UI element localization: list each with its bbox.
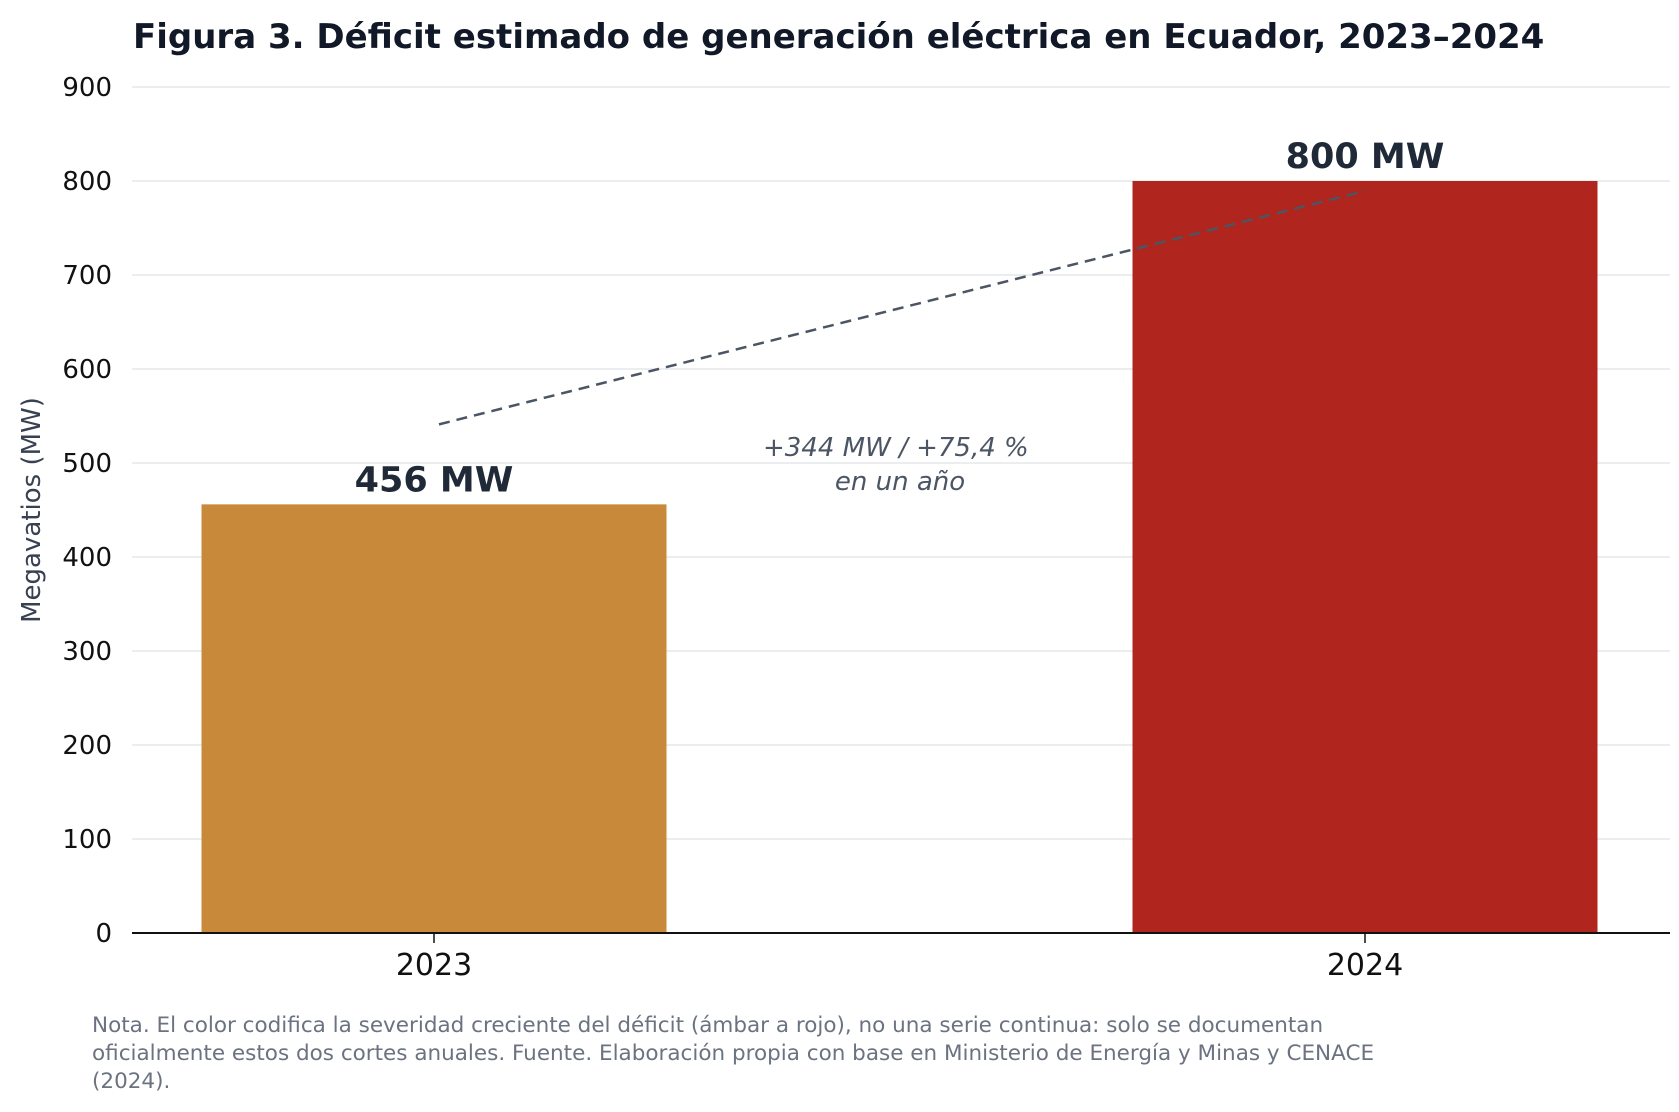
change-annotation-line-2: en un año	[835, 467, 965, 497]
bar-2024	[1132, 181, 1598, 933]
bar-chart: Figura 3. Déficit estimado de generación…	[17, 17, 1670, 983]
trend-line	[438, 189, 1366, 426]
y-tick-label: 900	[62, 73, 112, 103]
y-tick-label: 800	[62, 167, 112, 197]
y-axis-label: Megavatios (MW)	[17, 397, 47, 623]
bar-2023	[201, 504, 667, 933]
y-tick-label: 400	[62, 543, 112, 573]
y-tick-label: 0	[95, 919, 112, 949]
chart-title: Figura 3. Déficit estimado de generación…	[133, 17, 1544, 57]
y-tick-label: 200	[62, 731, 112, 761]
y-tick-label: 300	[62, 637, 112, 667]
x-tick-label: 2024	[1327, 948, 1403, 983]
bar-value-label: 456 MW	[355, 460, 514, 500]
figure-note: Nota. El color codifica la severidad cre…	[92, 1013, 1375, 1094]
x-tick-label: 2023	[396, 948, 472, 983]
y-tick-label: 500	[62, 449, 112, 479]
y-tick-label: 600	[62, 355, 112, 385]
change-annotation-line-1: +344 MW / +75,4 %	[763, 433, 1029, 463]
change-annotation: +344 MW / +75,4 % en un año	[763, 433, 1037, 497]
y-tick-label: 100	[62, 825, 112, 855]
bar-value-label: 800 MW	[1286, 137, 1445, 177]
y-tick-label: 700	[62, 261, 112, 291]
